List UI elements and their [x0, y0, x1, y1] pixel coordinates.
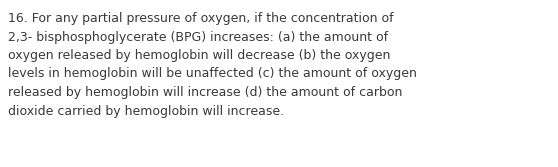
Text: 16. For any partial pressure of oxygen, if the concentration of
2,3- bisphosphog: 16. For any partial pressure of oxygen, …	[8, 12, 417, 118]
